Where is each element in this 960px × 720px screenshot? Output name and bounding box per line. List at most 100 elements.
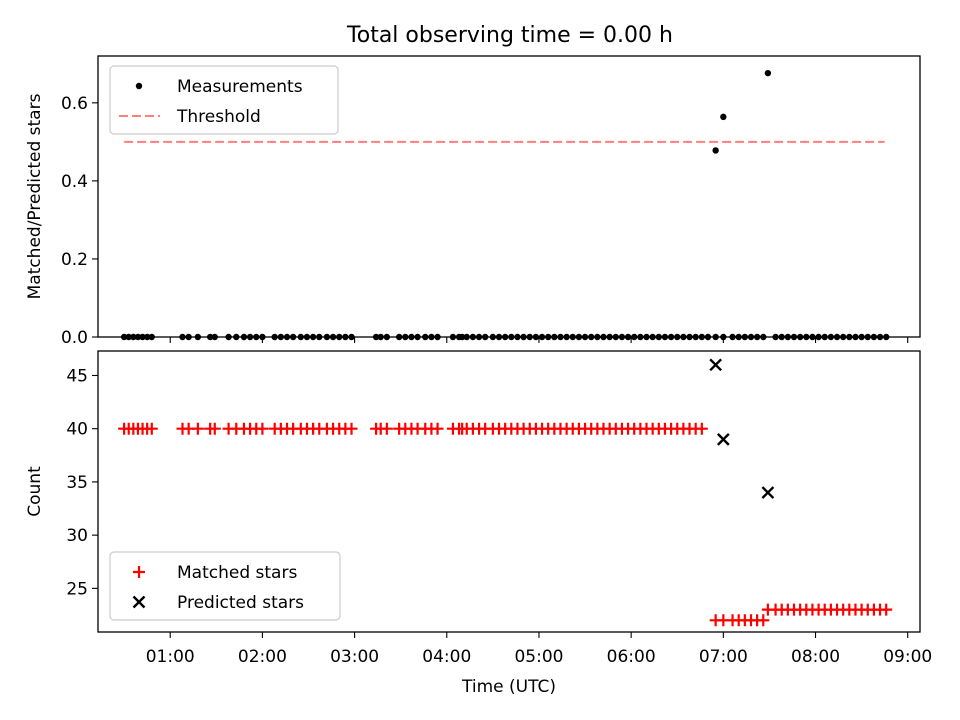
measurement-point	[139, 333, 146, 341]
measurement-point	[428, 333, 435, 341]
measurement-point	[600, 333, 607, 341]
y-tick-label: 30	[66, 526, 88, 546]
measurement-point	[475, 333, 483, 341]
measurement-point	[148, 333, 155, 341]
measurement-point	[130, 333, 137, 341]
legend-measurement-marker	[135, 82, 143, 90]
measurement-point	[720, 113, 727, 121]
measurement-point	[882, 333, 890, 341]
measurement-point	[720, 333, 727, 341]
measurement-point	[839, 333, 847, 341]
measurement-point	[815, 333, 822, 341]
matched-star-point	[380, 422, 393, 435]
measurement-point	[637, 333, 644, 341]
x-tick-label: 07:00	[699, 647, 748, 667]
measurement-point	[520, 333, 527, 341]
y-tick-label: 0.2	[61, 250, 88, 270]
legend-box	[109, 65, 339, 135]
x-tick-label: 04:00	[422, 647, 471, 667]
matched-star-point	[431, 422, 444, 435]
measurement-point	[329, 333, 337, 341]
measurement-point	[563, 333, 570, 341]
matched-star-point	[757, 614, 770, 627]
matched-star-point	[208, 422, 221, 435]
measurement-point	[876, 333, 884, 341]
measurement-point	[790, 333, 798, 341]
measurement-point	[309, 333, 317, 341]
x-tick-label: 01:00	[146, 647, 195, 667]
measurement-point	[870, 333, 878, 341]
axes-frame	[97, 350, 921, 633]
measurement-point	[704, 333, 712, 341]
predicted-star-point	[761, 486, 775, 499]
measurement-point	[852, 333, 859, 341]
y-tick-label: 25	[66, 579, 88, 599]
legend-label: Matched stars	[177, 563, 297, 583]
measurement-point	[495, 333, 503, 341]
measurement-point	[544, 333, 552, 341]
measurement-point	[514, 333, 521, 341]
figure-title: Total observing time = 0.00 h	[346, 23, 673, 48]
measurement-point	[481, 333, 489, 341]
legend-box	[109, 551, 341, 621]
measurement-point	[612, 333, 619, 341]
measurement-point	[796, 333, 804, 341]
measurement-point	[557, 333, 564, 341]
measurement-point	[827, 333, 835, 341]
measurement-point	[661, 333, 669, 341]
measurement-point	[463, 333, 470, 341]
y-tick-label: 0.6	[61, 94, 88, 114]
measurement-point	[277, 333, 285, 341]
measurement-point	[526, 333, 533, 341]
measurement-point	[501, 333, 509, 341]
y-axis-label: Count	[25, 466, 45, 517]
measurement-point	[760, 333, 767, 341]
measurement-point	[833, 333, 841, 341]
measurement-point	[784, 333, 792, 341]
x-axis-label: Time (UTC)	[461, 677, 556, 697]
measurement-point	[606, 333, 613, 341]
y-tick-label: 0.4	[61, 172, 88, 192]
measurement-point	[179, 333, 186, 341]
measurement-point	[253, 333, 260, 341]
measurement-point	[575, 333, 583, 341]
measurement-point	[469, 333, 477, 341]
x-tick-label: 09:00	[883, 647, 932, 667]
measurement-point	[402, 333, 409, 341]
measurement-point	[712, 333, 719, 341]
y-tick-label: 0.0	[61, 328, 88, 348]
x-tick-label: 02:00	[238, 647, 287, 667]
measurement-point	[185, 333, 192, 341]
x-tick-label: 03:00	[330, 647, 379, 667]
measurement-point	[120, 333, 128, 341]
measurement-point	[594, 333, 601, 341]
measurement-point	[143, 333, 151, 341]
measurement-point	[712, 147, 719, 154]
measurement-point	[692, 333, 699, 341]
matched-star-point	[695, 422, 708, 435]
measurement-point	[778, 333, 785, 341]
measurement-point	[323, 333, 331, 341]
measurement-point	[372, 333, 380, 341]
measurement-point	[508, 333, 515, 341]
measurement-point	[246, 333, 254, 341]
x-tick-label: 08:00	[791, 647, 840, 667]
measurement-point	[764, 69, 772, 77]
measurement-point	[303, 333, 311, 341]
measurement-point	[289, 333, 297, 341]
measurement-point	[569, 333, 576, 341]
bottom-plot-counts: 25 30 35 40 45 01:00 02:00 03:00 04:00 05:00 06:00…	[25, 350, 932, 697]
matched-star-point	[880, 603, 893, 616]
measurement-point	[458, 333, 466, 341]
y-tick-label: 40	[66, 420, 88, 440]
measurement-point	[655, 333, 663, 341]
measurement-point	[336, 333, 343, 341]
measurement-point	[408, 333, 415, 341]
measurement-point	[342, 333, 349, 341]
measurement-point	[125, 333, 132, 341]
measurement-point	[206, 333, 214, 341]
measurement-point	[729, 333, 736, 341]
measurement-point	[449, 333, 457, 341]
legend-predicted-marker	[132, 595, 146, 609]
predicted-star-point	[716, 432, 730, 446]
